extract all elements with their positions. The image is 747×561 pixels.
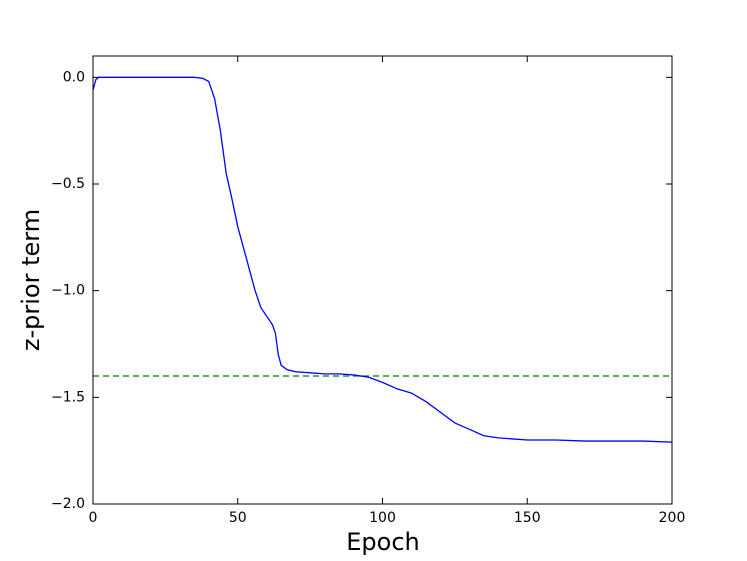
x-tick-label: 50 bbox=[229, 510, 247, 526]
y-tick-label: 0.0 bbox=[63, 69, 85, 85]
x-tick-label: 0 bbox=[89, 510, 98, 526]
plot-frame bbox=[92, 55, 673, 505]
x-axis-label: Epoch bbox=[346, 528, 420, 556]
y-tick-label: −0.5 bbox=[51, 176, 85, 192]
x-tick-label: 100 bbox=[369, 510, 396, 526]
x-tick-label: 200 bbox=[659, 510, 686, 526]
y-axis-label: z-prior term bbox=[17, 209, 45, 351]
line-series bbox=[92, 76, 673, 443]
x-tick-label: 150 bbox=[514, 510, 541, 526]
y-tick-label: −1.5 bbox=[51, 389, 85, 405]
y-tick-label: −2.0 bbox=[51, 496, 85, 512]
y-tick-label: −1.0 bbox=[51, 283, 85, 299]
